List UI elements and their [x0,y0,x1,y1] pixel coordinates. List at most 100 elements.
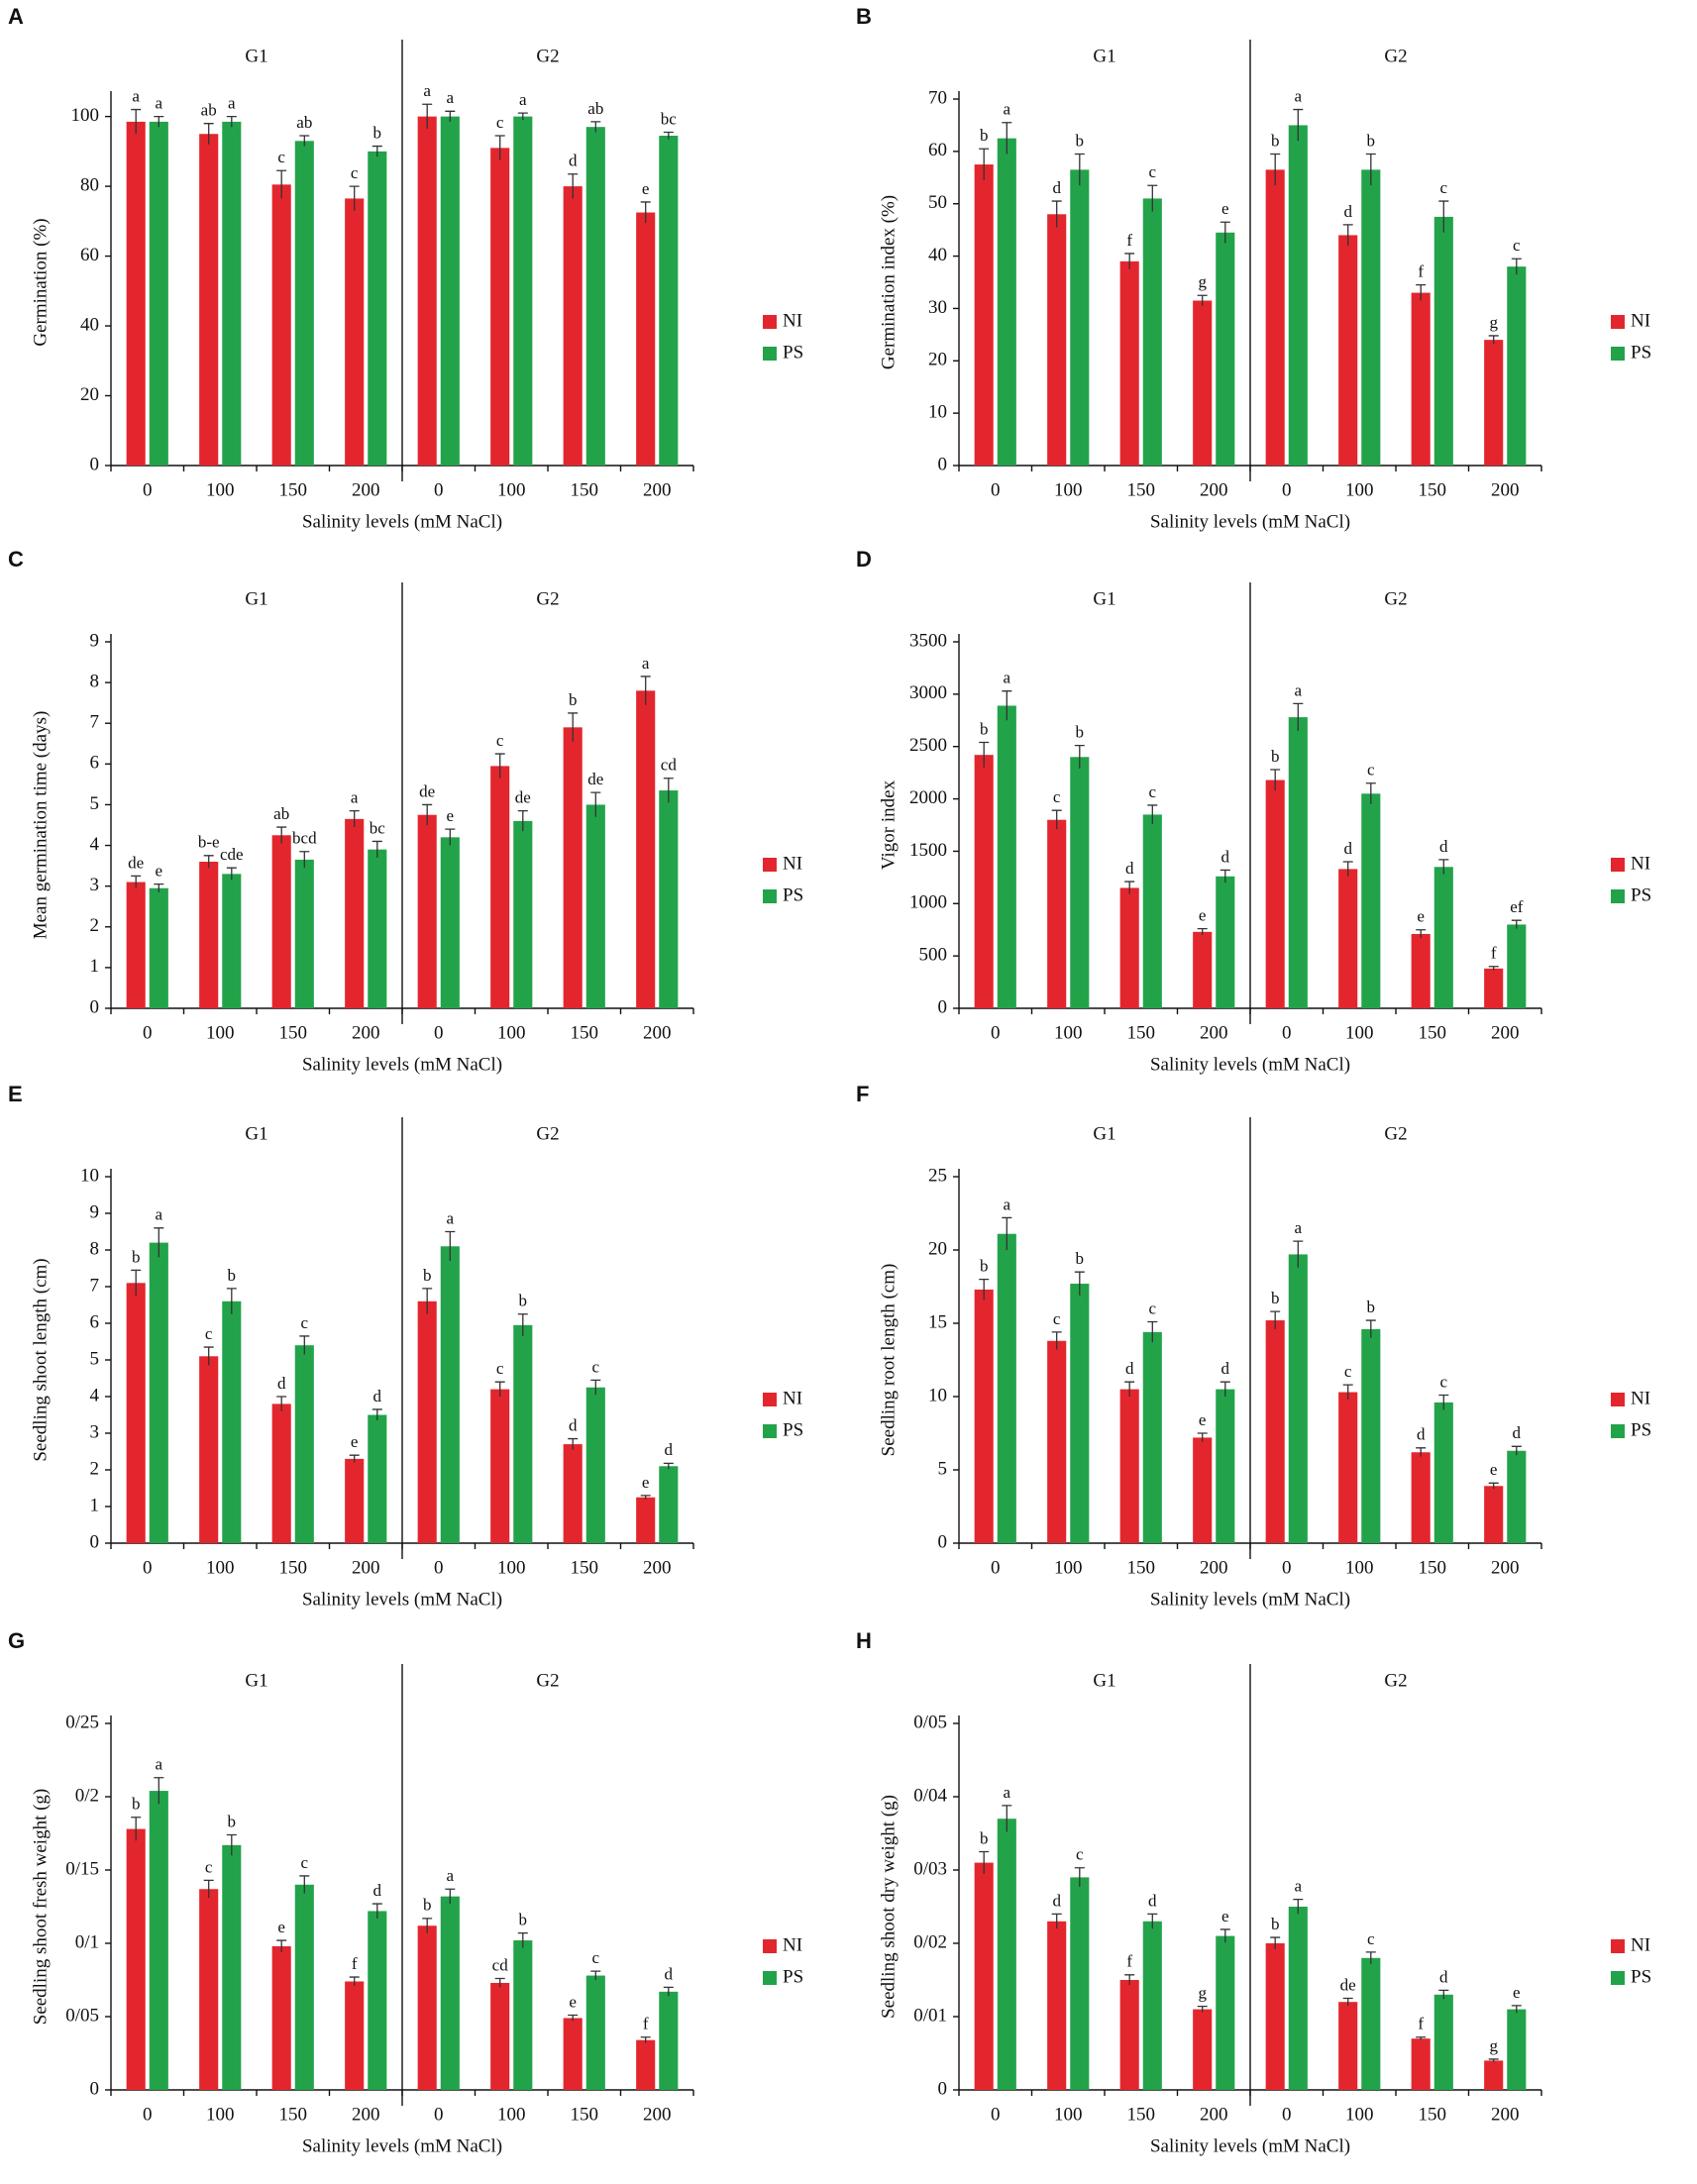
legend-swatch [1611,1971,1625,1985]
error-bar [1270,1310,1281,1329]
bar [974,1289,994,1543]
significance-letter: e [277,1918,285,1936]
significance-letter: bc [661,109,678,128]
significance-letter: de [1340,1975,1356,1994]
bar [1433,1402,1453,1543]
y-tick-label: 0 [90,996,100,1017]
error-bar [299,1875,310,1894]
bar [974,1862,994,2090]
legend-label: NI [783,310,802,331]
error-bar [590,1970,601,1980]
bar [490,148,510,467]
error-bar [568,173,579,199]
group-label: G2 [1384,588,1407,609]
x-tick-label: 200 [1200,1022,1228,1043]
error-bar [131,1269,142,1297]
bar [1338,1392,1358,1543]
significance-letter: c [1440,1372,1448,1391]
bar [997,138,1016,466]
legend-swatch [1611,858,1625,872]
error-bar [1051,809,1062,830]
error-bar [1342,224,1353,246]
bar [659,1991,679,2090]
error-bar [517,809,528,832]
y-tick-label: 2500 [909,735,947,756]
error-bar [299,135,310,147]
significance-letter: ab [273,804,289,823]
error-bar [1488,1482,1499,1490]
bar [417,1300,437,1543]
significance-letter: c [496,1359,504,1378]
bar [199,862,219,1008]
bar [974,164,994,467]
panel: E Seedling shoot length (cm) Salinity leve… [8,1082,803,1611]
y-tick-label: 1500 [909,840,947,861]
bar [636,1497,656,1543]
bar [345,1981,365,2090]
y-tick-label: 0/02 [913,1931,947,1952]
x-tick-label: 100 [206,1022,235,1043]
error-bar [349,1976,360,1986]
significance-letter: bcd [292,829,317,848]
bar [1193,931,1213,1008]
significance-letter: c [1367,1929,1375,1948]
bar [126,121,146,467]
bar [1361,1328,1381,1543]
bar [1433,216,1453,466]
error-bar [1124,1381,1135,1397]
error-bar [1220,1928,1230,1943]
bar [126,1283,146,1543]
x-tick-label: 100 [497,479,526,500]
significance-letter: d [1221,1359,1230,1378]
error-bar [1270,769,1281,791]
significance-letter: a [1295,680,1303,699]
error-bar [1488,2058,1499,2062]
significance-letter: d [569,1415,578,1434]
significance-letter: d [1125,1359,1134,1378]
significance-letter: d [665,1964,674,1983]
error-bar [226,1833,237,1856]
bar [149,1242,168,1543]
error-bar [1488,966,1499,971]
legend-label: PS [1631,1966,1651,1987]
error-bar [445,1888,456,1905]
error-bar [568,712,579,742]
x-tick-label: 200 [352,1022,380,1043]
significance-letter: a [1004,1783,1011,1802]
panel: D Vigor index Salinity levels (mM NaCl) G1 G… [856,547,1651,1076]
y-tick-label: 20 [80,384,99,405]
significance-letter: d [665,1440,674,1459]
x-tick-label: 150 [1127,1022,1156,1043]
error-bar [979,741,990,768]
bar [1338,2002,1358,2090]
legend-label: NI [783,1934,802,1955]
x-axis-title: Salinity levels (mM NaCl) [302,1589,502,1610]
y-tick-label: 0 [90,1531,100,1552]
significance-letter: d [1125,859,1134,878]
significance-letter: cd [661,756,678,775]
x-tick-label: 100 [1345,2104,1374,2125]
x-axis-title: Salinity levels (mM NaCl) [1150,1054,1350,1075]
x-tick-label: 100 [1054,1022,1083,1043]
error-bar [517,112,528,121]
bar [1288,1254,1308,1543]
significance-letter: bc [370,818,386,837]
y-tick-label: 0 [938,1531,948,1552]
group-label: G2 [536,46,559,66]
significance-letter: b [980,1257,989,1276]
x-tick-label: 100 [1054,479,1083,500]
error-bar [1002,1216,1012,1250]
panel-letter: H [856,1628,872,1653]
bar [563,727,583,1008]
significance-letter: c [301,1313,309,1332]
bar [222,121,242,467]
error-bar [1416,929,1427,939]
error-bar [1293,108,1304,142]
y-tick-label: 3 [90,1421,100,1442]
significance-letter: cde [220,845,244,864]
significance-letter: b [373,123,382,142]
legend-swatch [763,889,777,903]
bar [1047,1921,1067,2090]
significance-letter: a [1004,1195,1011,1213]
x-tick-label: 200 [1491,1022,1520,1043]
